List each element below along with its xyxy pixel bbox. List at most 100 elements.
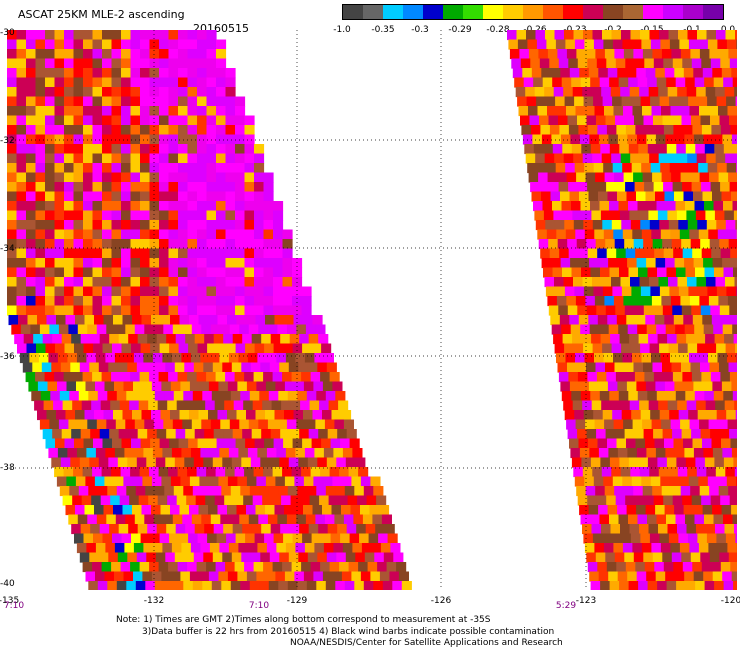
swath-cell bbox=[121, 49, 132, 60]
swath-cell bbox=[7, 153, 18, 164]
swath-cell bbox=[349, 533, 360, 544]
swath-cell bbox=[292, 533, 303, 544]
swath-cell bbox=[214, 495, 225, 506]
swath-cell bbox=[551, 324, 562, 335]
swath-cell bbox=[64, 134, 75, 145]
swath-cell bbox=[547, 296, 558, 307]
swath-cell bbox=[566, 296, 577, 307]
swath-cell bbox=[140, 144, 151, 155]
swath-cell bbox=[227, 571, 238, 582]
swath-cell bbox=[636, 258, 647, 269]
swath-cell bbox=[187, 144, 198, 155]
swath-cell bbox=[7, 172, 18, 183]
swath-cell bbox=[545, 220, 556, 231]
swath-cell bbox=[636, 68, 647, 79]
swath-cell bbox=[35, 96, 46, 107]
swath-cell bbox=[338, 400, 349, 411]
swath-cell bbox=[565, 39, 576, 50]
swath-cell bbox=[177, 467, 188, 478]
swath-cell bbox=[666, 457, 677, 468]
swath-cell bbox=[135, 486, 146, 497]
swath-cell bbox=[54, 191, 65, 202]
swath-cell bbox=[199, 476, 210, 487]
swath-cell bbox=[236, 505, 247, 516]
swath-cell bbox=[225, 305, 236, 316]
swath-cell bbox=[130, 77, 141, 88]
swath-cell bbox=[691, 115, 702, 126]
swath-cell bbox=[268, 486, 279, 497]
swath-cell bbox=[358, 467, 369, 478]
color-scale-swatch bbox=[503, 5, 523, 19]
swath-cell bbox=[643, 429, 654, 440]
swath-cell bbox=[140, 115, 151, 126]
swath-cell bbox=[90, 334, 101, 345]
swath-cell bbox=[111, 229, 122, 240]
swath-cell bbox=[321, 343, 332, 354]
swath-cell bbox=[106, 514, 117, 525]
swath-cell bbox=[273, 343, 284, 354]
swath-cell bbox=[168, 163, 179, 174]
swath-cell bbox=[626, 315, 637, 326]
swath-cell bbox=[673, 248, 684, 259]
swath-cell bbox=[190, 543, 201, 554]
swath-cell bbox=[78, 486, 89, 497]
swath-cell bbox=[35, 77, 46, 88]
swath-cell bbox=[645, 191, 656, 202]
swath-cell bbox=[655, 381, 666, 392]
swath-cell bbox=[656, 201, 667, 212]
swath-cell bbox=[226, 438, 237, 449]
swath-cell bbox=[648, 524, 659, 535]
swath-cell bbox=[603, 229, 614, 240]
swath-cell bbox=[591, 210, 602, 221]
swath-cell bbox=[206, 372, 217, 383]
swath-cell bbox=[222, 362, 233, 373]
swath-cell bbox=[659, 533, 670, 544]
swath-cell bbox=[54, 372, 65, 383]
swath-cell bbox=[682, 248, 693, 259]
swath-cell bbox=[206, 172, 217, 183]
swath-cell bbox=[688, 410, 699, 421]
swath-cell bbox=[605, 115, 616, 126]
swath-cell bbox=[95, 543, 106, 554]
swath-cell bbox=[672, 115, 683, 126]
swath-cell bbox=[376, 495, 387, 506]
swath-cell bbox=[16, 106, 27, 117]
swath-cell bbox=[140, 191, 151, 202]
swath-cell bbox=[636, 134, 647, 145]
swath-cell bbox=[35, 248, 46, 259]
swath-cell bbox=[628, 201, 639, 212]
swath-cell bbox=[387, 533, 398, 544]
swath-cell bbox=[98, 457, 109, 468]
swath-cell bbox=[292, 258, 303, 269]
swath-cell bbox=[283, 533, 294, 544]
swath-cell bbox=[670, 353, 681, 364]
swath-cell bbox=[202, 391, 213, 402]
swath-cell bbox=[135, 581, 146, 590]
color-scale-swatch bbox=[603, 5, 623, 19]
swath-cell bbox=[216, 77, 227, 88]
swath-cell bbox=[597, 248, 608, 259]
swath-cell bbox=[219, 543, 230, 554]
swath-cell bbox=[361, 543, 372, 554]
swath-cell bbox=[650, 410, 661, 421]
swath-cell bbox=[611, 467, 622, 478]
swath-cell bbox=[73, 191, 84, 202]
swath-cell bbox=[625, 248, 636, 259]
swath-cell bbox=[270, 429, 281, 440]
swath-cell bbox=[64, 87, 75, 98]
swath-cell bbox=[235, 229, 246, 240]
swath-cell bbox=[102, 229, 113, 240]
swath-cell bbox=[137, 334, 148, 345]
swath-cell bbox=[35, 87, 46, 98]
swath-cell bbox=[723, 391, 734, 402]
swath-cell bbox=[657, 457, 668, 468]
swath-cell bbox=[341, 505, 352, 516]
swath-cell bbox=[693, 448, 704, 459]
swath-cell bbox=[638, 144, 649, 155]
swath-cell bbox=[608, 448, 619, 459]
swath-cell bbox=[87, 514, 98, 525]
swath-cell bbox=[187, 248, 198, 259]
swath-cell bbox=[715, 277, 726, 288]
swath-cell bbox=[697, 410, 708, 421]
swath-cell bbox=[140, 68, 151, 79]
